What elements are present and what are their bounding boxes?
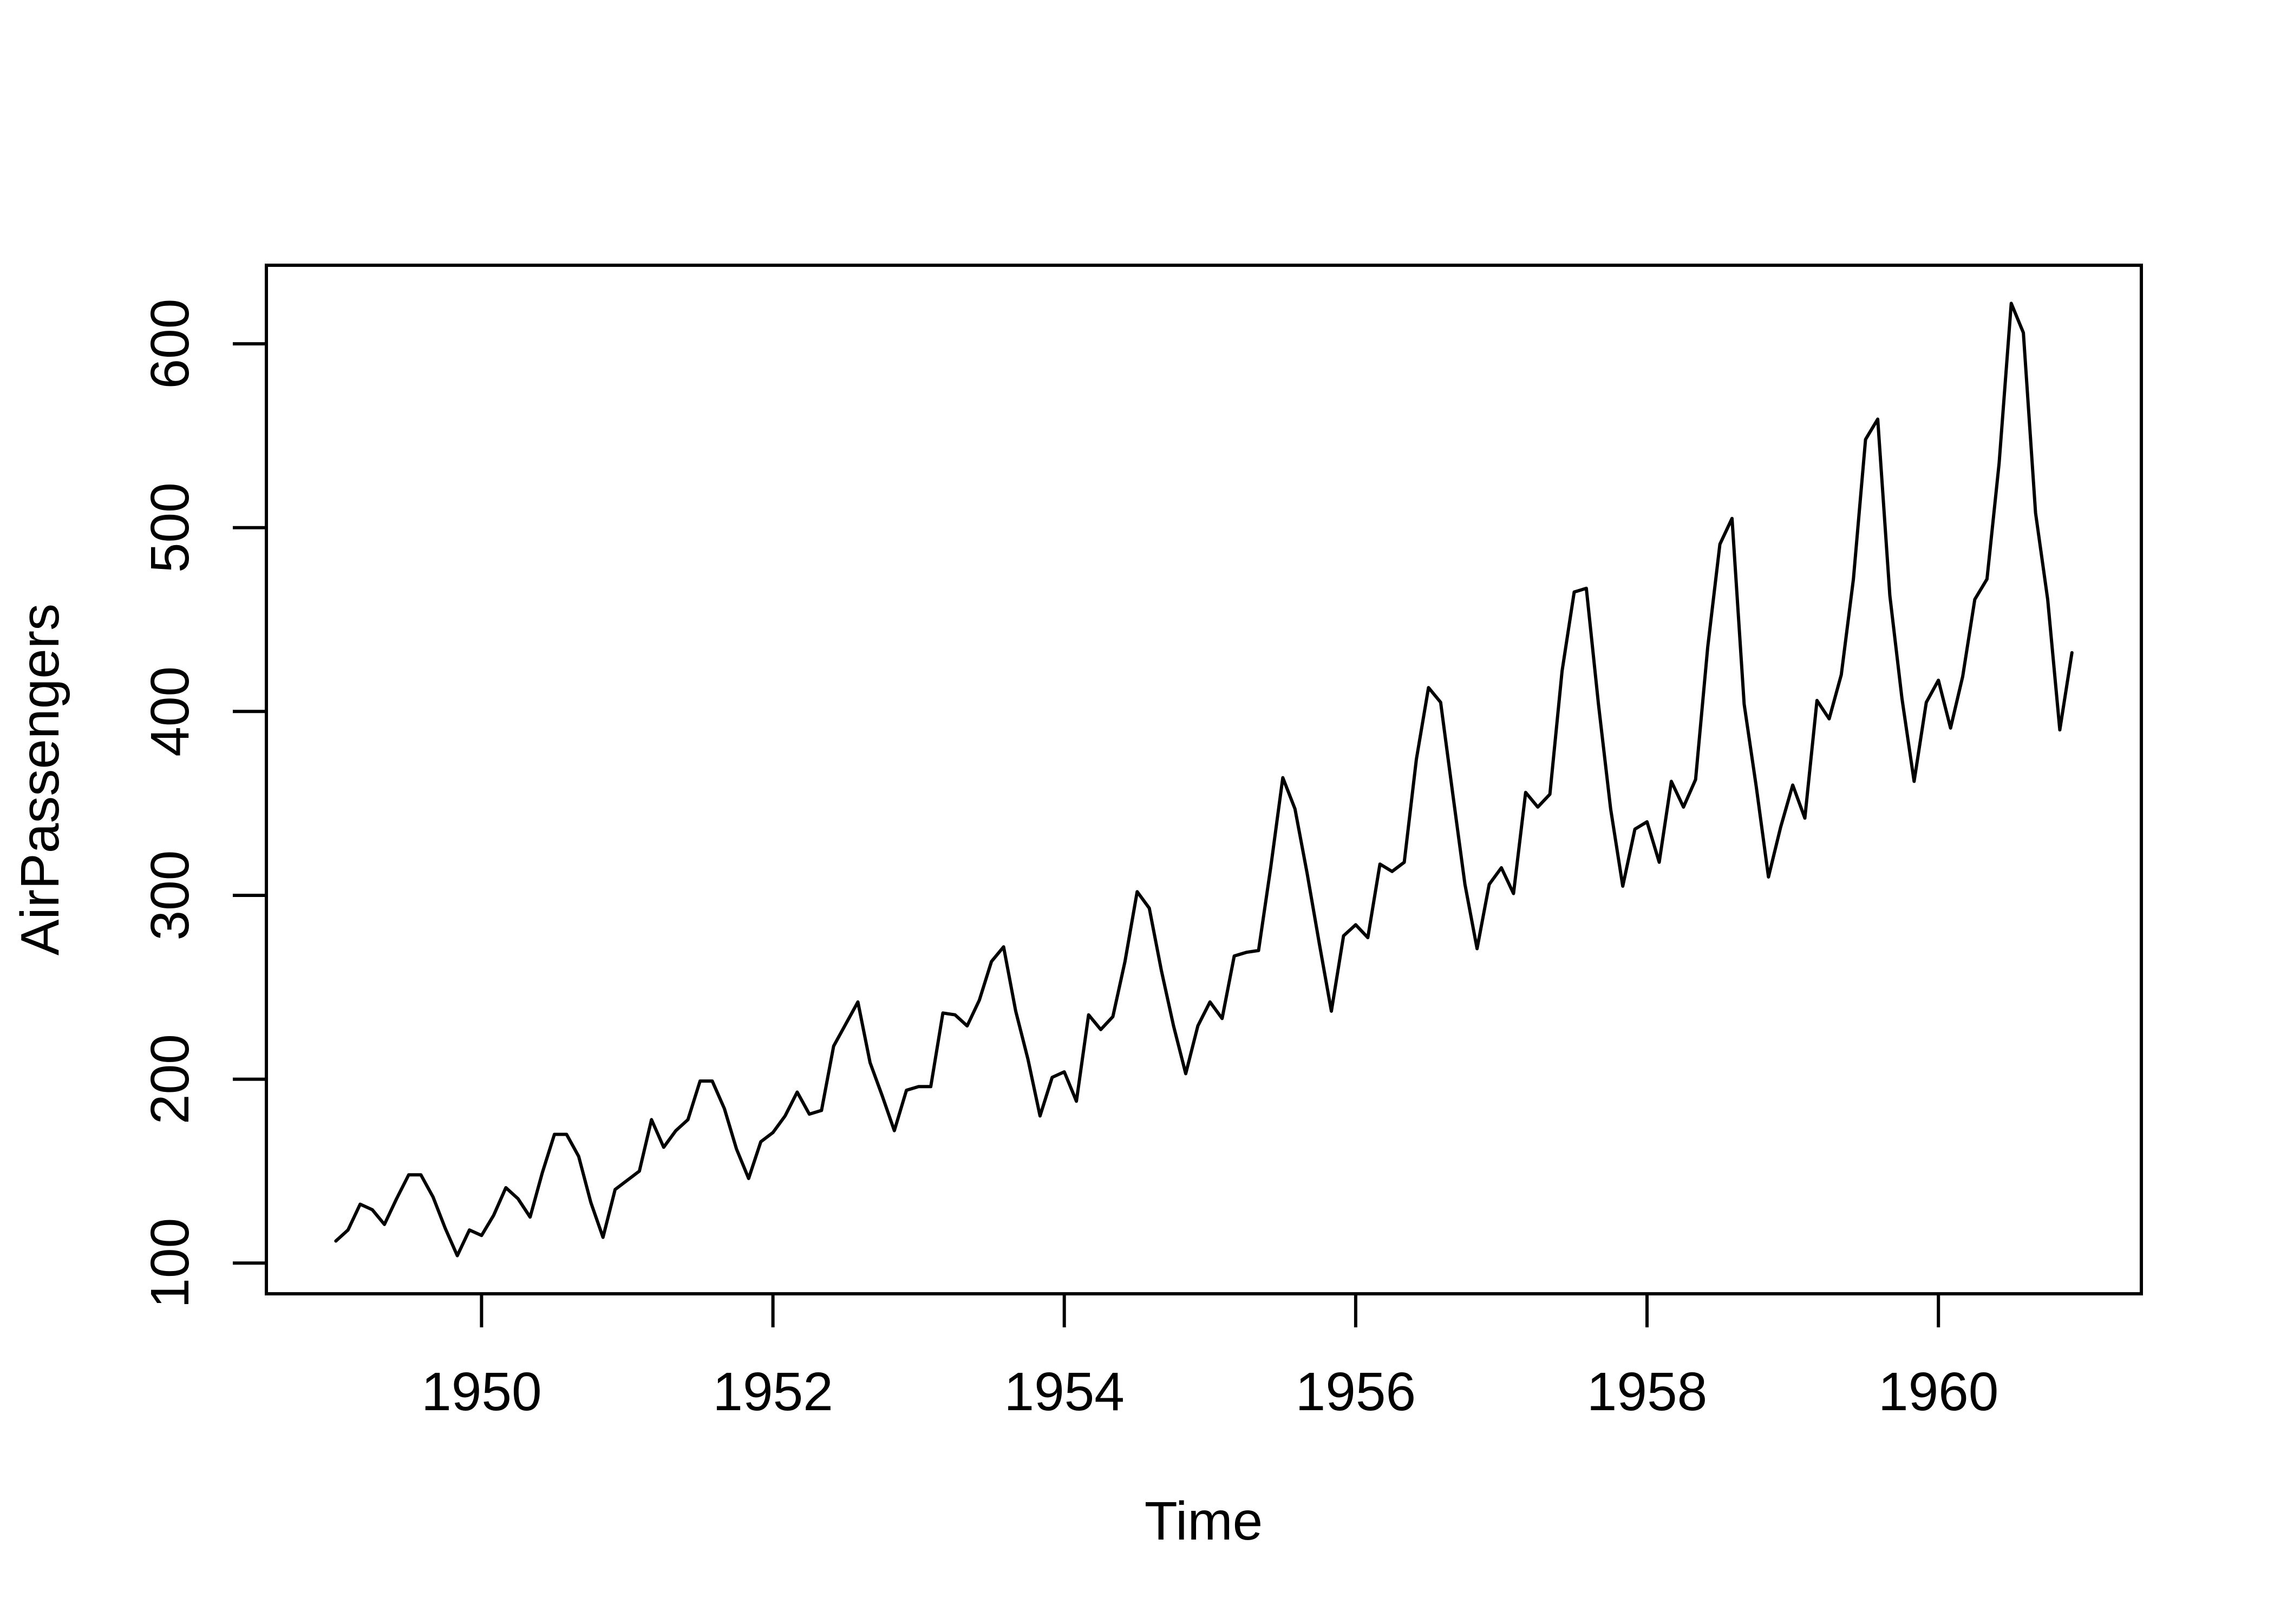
y-axis-tick-label: 300 bbox=[140, 850, 200, 941]
y-axis-tick-label: 500 bbox=[140, 482, 200, 573]
y-axis-tick-label: 400 bbox=[140, 666, 200, 757]
data-series bbox=[334, 302, 2074, 1258]
y-axis-tick-label: 600 bbox=[140, 299, 200, 389]
plot-box bbox=[265, 264, 2143, 1295]
x-axis: 1950 1952 1954 1956 1958 1960 bbox=[421, 1294, 1998, 1422]
x-axis-tick-label: 1954 bbox=[1004, 1361, 1124, 1422]
y-axis: 100 200 300 400 500 600 bbox=[140, 299, 266, 1308]
y-axis-tick-label: 200 bbox=[140, 1034, 200, 1124]
airpassengers-series-line bbox=[334, 302, 2074, 1258]
y-axis-tick-label: 100 bbox=[140, 1218, 200, 1308]
x-axis-tick-label: 1952 bbox=[713, 1361, 833, 1422]
x-axis-tick-label: 1950 bbox=[421, 1361, 541, 1422]
x-axis-title: Time bbox=[1145, 1491, 1263, 1551]
x-axis-tick-label: 1956 bbox=[1296, 1361, 1416, 1422]
y-axis-title: AirPassengers bbox=[10, 604, 70, 955]
x-axis-tick-label: 1960 bbox=[1878, 1361, 1998, 1422]
x-axis-tick-label: 1958 bbox=[1587, 1361, 1707, 1422]
